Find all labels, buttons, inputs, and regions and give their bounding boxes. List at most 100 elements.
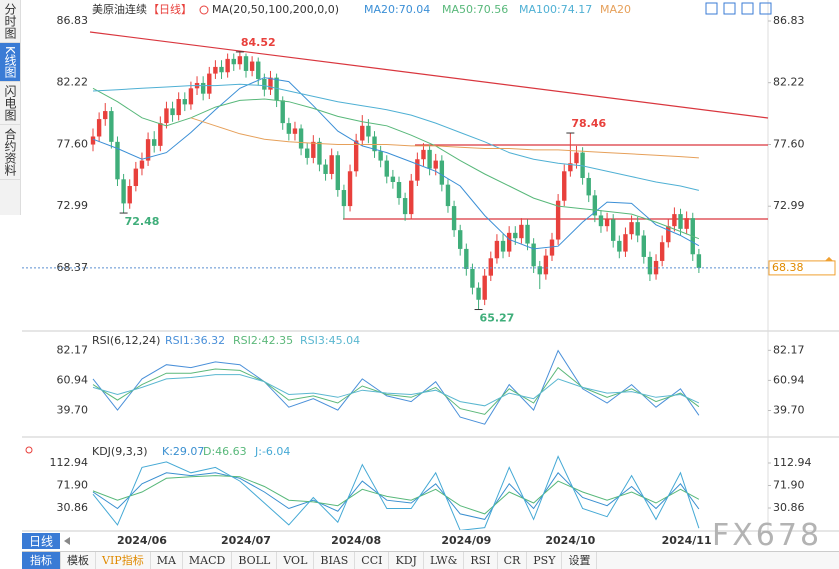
- candle-body: [427, 149, 432, 169]
- period-label[interactable]: 日线: [29, 535, 53, 549]
- last-price-box: [768, 260, 836, 276]
- sidebar-tab[interactable]: 合约资料: [0, 125, 20, 180]
- panel-plot: [90, 51, 702, 310]
- last-price-label: 68.38: [772, 261, 804, 274]
- legend-entry: MA20: [600, 3, 631, 16]
- candle-body: [298, 128, 304, 149]
- candle-body: [678, 214, 683, 229]
- extreme-label: 72.48: [125, 215, 160, 228]
- sidebar-tab[interactable]: 闪电图: [0, 82, 20, 125]
- y-tick-label: 77.60: [57, 138, 89, 151]
- y-tick-label: 71.90: [773, 478, 805, 491]
- indicator-line: [92, 374, 700, 407]
- candle-body: [317, 141, 322, 165]
- instrument-title: 美原油连续: [92, 2, 147, 16]
- candle-body: [115, 141, 120, 180]
- candle-body: [305, 148, 310, 158]
- toolbar-item[interactable]: MA: [151, 552, 183, 569]
- chart: 美原油连续 【日线】 MA(20,50,100,200,0,0) MA20:70…: [22, 0, 839, 549]
- candle-body: [500, 240, 506, 252]
- y-tick-label: 112.94: [50, 456, 89, 469]
- period-tag[interactable]: 【日线】: [148, 2, 192, 16]
- panel-title: RSI(6,12,24): [92, 334, 160, 347]
- candle-body: [96, 119, 102, 137]
- sidebar-tab[interactable]: 分时图: [0, 0, 20, 43]
- candle-body: [531, 243, 536, 267]
- toolbar-item[interactable]: KDJ: [389, 552, 424, 569]
- toolbar-item[interactable]: 指标: [22, 552, 61, 569]
- candle-body: [415, 159, 420, 181]
- window-icons[interactable]: [705, 2, 772, 15]
- candle-body: [372, 136, 377, 152]
- add-icon[interactable]: [199, 5, 209, 15]
- candle-body: [360, 125, 365, 141]
- candle-body: [396, 181, 402, 199]
- candle-body: [488, 258, 493, 276]
- candle-body: [286, 123, 292, 134]
- toolbar-item[interactable]: CCI: [355, 552, 390, 569]
- toolbar-item[interactable]: LW&: [424, 552, 465, 569]
- period-button[interactable]: [22, 533, 60, 549]
- candle-body: [586, 177, 591, 196]
- toolbar-item[interactable]: 设置: [562, 552, 598, 569]
- y-tick-label: 30.86: [57, 501, 89, 514]
- candle-body: [378, 151, 383, 161]
- y-tick-label: 82.17: [773, 343, 805, 356]
- y-tick-label: 112.94: [773, 456, 812, 469]
- toolbar-item[interactable]: MACD: [183, 552, 233, 569]
- candle-body: [182, 99, 187, 105]
- candle-body: [262, 78, 267, 90]
- y-tick-label: 82.22: [773, 76, 805, 89]
- toolbar-item[interactable]: RSI: [464, 552, 498, 569]
- toolbar-item[interactable]: VIP指标: [96, 552, 151, 569]
- scroll-arrow[interactable]: [64, 537, 70, 545]
- x-tick-label: 2024/10: [545, 534, 595, 547]
- candle-body: [519, 224, 524, 239]
- sidebar-tab[interactable]: K线图: [0, 43, 20, 82]
- candle-body: [90, 136, 96, 145]
- candle-body: [580, 152, 585, 178]
- candle-body: [470, 268, 475, 288]
- candle-body: [176, 99, 181, 116]
- candle-body: [402, 198, 408, 215]
- candle-body: [684, 218, 689, 229]
- candle-body: [237, 56, 243, 65]
- y-tick-label: 71.90: [57, 478, 89, 491]
- candle-body: [109, 111, 114, 142]
- panel-plot: [92, 455, 700, 530]
- settings-icon[interactable]: [25, 446, 33, 454]
- candle-body: [433, 160, 438, 169]
- extreme-label: 84.52: [241, 36, 276, 49]
- candle-body: [409, 180, 414, 215]
- toolbar-item[interactable]: VOL: [277, 552, 315, 569]
- toolbar-item[interactable]: BIAS: [314, 552, 356, 569]
- legend-entry: MA100:74.17: [519, 3, 592, 16]
- candle-body: [200, 82, 206, 94]
- legend-entry: RSI1:36.32: [165, 334, 225, 347]
- indicator-line: [92, 349, 700, 425]
- y-tick-label: 77.60: [773, 138, 805, 151]
- legend-entry: K:29.07: [162, 445, 204, 458]
- candle-body: [659, 242, 665, 261]
- candle-body: [274, 77, 279, 101]
- candle-body: [549, 239, 555, 256]
- toolbar-item[interactable]: BOLL: [232, 552, 278, 569]
- toolbar-item[interactable]: PSY: [527, 552, 563, 569]
- candle-body: [243, 56, 249, 71]
- candle-body: [384, 160, 389, 177]
- y-tick-label: 39.70: [57, 403, 89, 416]
- candle-body: [152, 139, 157, 146]
- toolbar-item[interactable]: 模板: [61, 552, 96, 569]
- toolbar-item[interactable]: CR: [498, 552, 528, 569]
- candle-body: [525, 224, 530, 244]
- legend-entry: D:46.63: [203, 445, 247, 458]
- candle-body: [268, 77, 273, 90]
- candle-body: [127, 186, 132, 204]
- legend-entry: RSI2:42.35: [233, 334, 293, 347]
- indicator-line: [190, 117, 699, 159]
- legend-entry: RSI3:45.04: [300, 334, 360, 347]
- candle-body: [611, 219, 616, 241]
- candle-body: [696, 254, 702, 268]
- candle-body: [562, 171, 567, 201]
